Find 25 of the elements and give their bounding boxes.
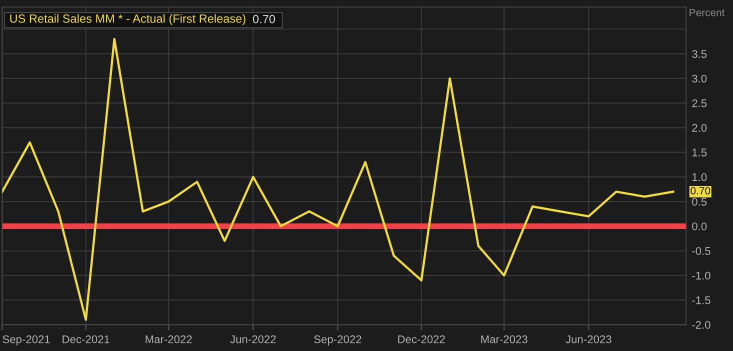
- x-tick-label: Jun-2022: [230, 335, 276, 344]
- y-tick-label: 1.5: [692, 148, 707, 156]
- annotation: 0.70: [252, 14, 276, 24]
- x-tick-label: Jun-2023: [566, 335, 612, 344]
- y-tick-label: -1.5: [692, 296, 710, 304]
- x-tick-label: Sep-2022: [314, 335, 362, 346]
- y-tick-label: -1.0: [692, 272, 710, 280]
- y-tick-label: 0.0: [692, 222, 707, 230]
- data-label: 0.70: [690, 187, 710, 194]
- text: US Retail Sales MM * - Actual (First Release): [10, 14, 246, 26]
- x-tick-label: Sep-2021: [2, 335, 50, 346]
- y-tick-label: -2.0: [692, 320, 710, 329]
- line-series: [2, 38, 674, 321]
- y-tick-label: 3.5: [692, 50, 707, 58]
- y-tick-label: 3.0: [692, 74, 707, 83]
- y-tick-label: -0.5: [692, 247, 710, 255]
- x-tick-label: Mar-2022: [146, 335, 192, 344]
- y-tick-label: 2.5: [692, 99, 707, 108]
- x-tick-label: Mar-2023: [481, 335, 528, 344]
- y-tick-label: 2.0: [692, 124, 707, 132]
- y-axis-title: Percent: [690, 8, 725, 16]
- y-tick-label: 1.0: [692, 173, 707, 182]
- x-tick-label: Dec-2021: [62, 335, 110, 344]
- y-tick-label: 0.5: [692, 198, 707, 206]
- x-tick-label: Dec-2022: [398, 335, 445, 344]
